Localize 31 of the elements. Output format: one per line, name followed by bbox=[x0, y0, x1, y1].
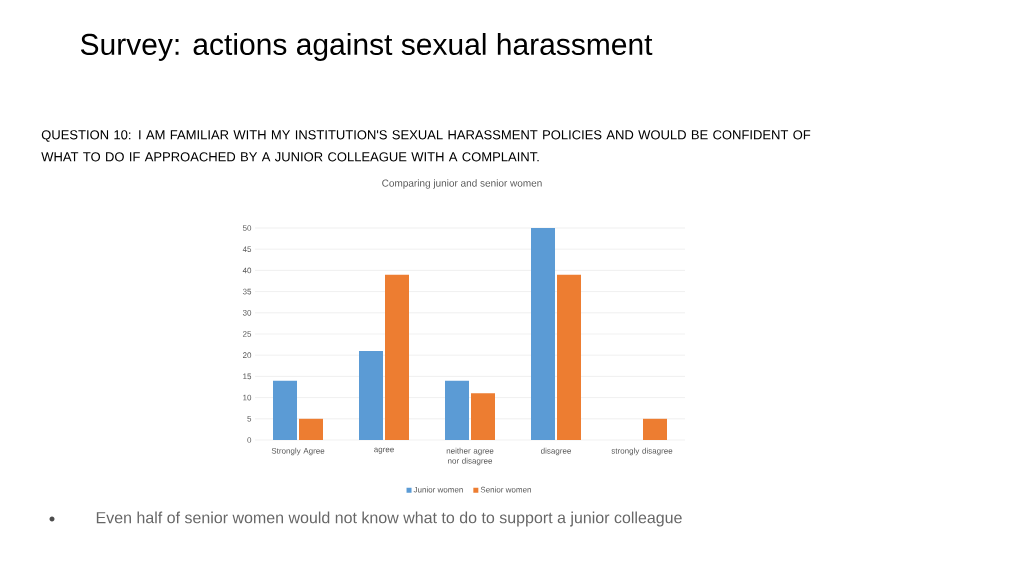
chart-title: Survey: actions against sexual harassment bbox=[80, 33, 653, 61]
y-tick-label: 0 bbox=[247, 437, 252, 443]
text: Even half of senior women would not know what to do to support a junior colleague bbox=[96, 511, 682, 527]
y-tick-label: 25 bbox=[242, 331, 252, 337]
legend-label: Senior women bbox=[480, 486, 531, 493]
x-tick-label: neither agree nor disagree bbox=[446, 447, 494, 466]
y-tick-label: 40 bbox=[242, 267, 252, 274]
x-tick-label: Strongly Agree bbox=[271, 447, 325, 456]
chart-subtitle: QUESTION 10: I AM FAMILIAR WITH MY INSTITUTION'S SEXUAL HARASSMENT POLICIES AND WOULD BE CONFIDENT OF WHAT TO DO IF APPROACHED BY A JUNIOR COLLEAGUE WITH A COMPLAINT. bbox=[41, 130, 811, 162]
x-tick-label: agree bbox=[374, 447, 394, 454]
y-tick-label: 10 bbox=[243, 394, 252, 401]
x-tick-label: disagree bbox=[540, 447, 571, 456]
bar bbox=[471, 393, 495, 440]
y-tick-label: 5 bbox=[247, 416, 252, 422]
bar bbox=[531, 228, 556, 440]
bar bbox=[385, 274, 409, 440]
bar bbox=[273, 380, 298, 440]
legend-label: Junior women bbox=[413, 486, 463, 493]
bar bbox=[359, 350, 383, 440]
bar bbox=[445, 380, 469, 440]
y-tick-label: 15 bbox=[243, 373, 252, 380]
bar bbox=[643, 418, 667, 440]
bar bbox=[299, 418, 324, 440]
x-tick-label: strongly disagree bbox=[611, 447, 673, 456]
bar bbox=[557, 274, 581, 440]
y-tick-label: 50 bbox=[242, 225, 252, 231]
text: Comparing junior and senior women bbox=[382, 179, 542, 189]
y-tick-label: 35 bbox=[242, 288, 252, 295]
y-tick-label: 30 bbox=[242, 309, 252, 316]
y-tick-label: 45 bbox=[242, 246, 252, 252]
y-tick-label: 20 bbox=[242, 352, 252, 359]
